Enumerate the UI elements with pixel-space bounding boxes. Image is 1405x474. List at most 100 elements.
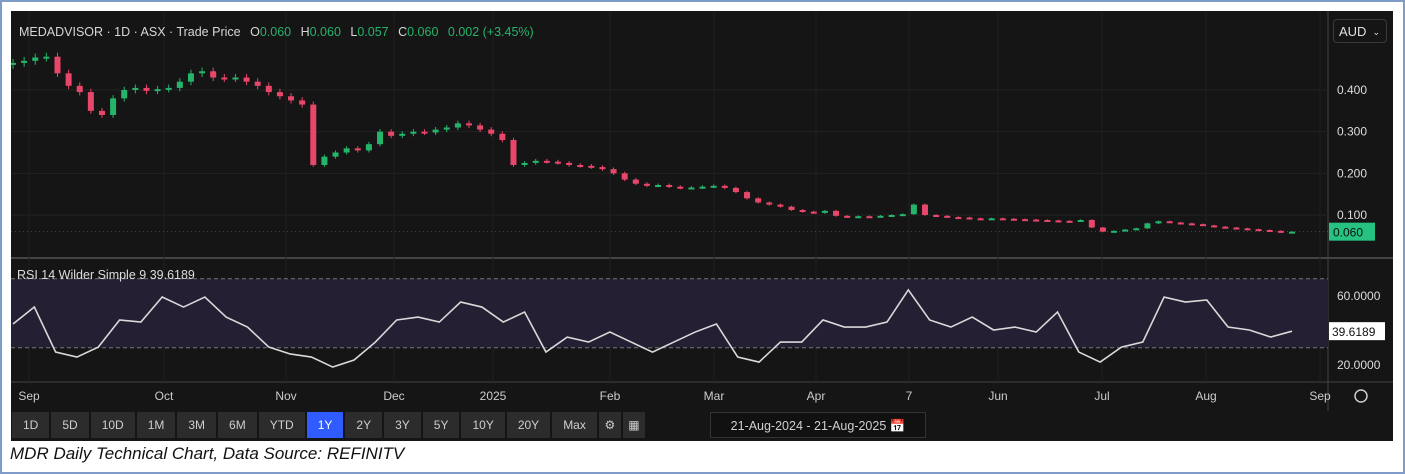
- candle-body: [1088, 220, 1095, 228]
- candle-body: [710, 185, 717, 188]
- candle-body: [788, 206, 795, 210]
- candle-body: [643, 183, 650, 186]
- candle-body: [721, 185, 728, 188]
- candle-body: [1111, 230, 1118, 233]
- candle-body: [465, 123, 472, 126]
- candle-body: [187, 73, 194, 82]
- range-button-10y[interactable]: 10Y: [461, 412, 505, 438]
- price-tick-label: 0.200: [1337, 166, 1367, 180]
- change-value: 0.002 (+3.45%): [447, 25, 534, 39]
- candle-body: [777, 204, 784, 207]
- candle-body: [388, 131, 395, 136]
- candle-body: [1177, 222, 1184, 225]
- range-button-ytd[interactable]: YTD: [258, 412, 305, 438]
- candle-body: [499, 133, 506, 140]
- time-tick-label: Sep: [18, 389, 40, 403]
- rsi-band: [11, 278, 1328, 348]
- time-tick-label: 2025: [480, 389, 507, 403]
- candle-body: [1122, 229, 1129, 232]
- range-button-6m[interactable]: 6M: [218, 412, 257, 438]
- close-label: C: [398, 25, 408, 39]
- candle-body: [744, 192, 751, 199]
- candle-body: [977, 218, 984, 221]
- candle-body: [221, 77, 228, 80]
- candle-body: [699, 186, 706, 189]
- currency-dropdown[interactable]: AUD ⌄: [1333, 19, 1387, 43]
- time-tick-label: Nov: [275, 389, 296, 403]
- close-value: 0.060: [407, 25, 439, 39]
- candle-body: [899, 214, 906, 217]
- settings-gear-icon[interactable]: ⚙: [598, 412, 621, 438]
- candle-body: [432, 129, 439, 133]
- low-label: L: [350, 25, 358, 39]
- candle-body: [410, 131, 417, 134]
- chevron-down-icon: ⌄: [1372, 27, 1380, 37]
- time-tick-label: Jul: [1094, 389, 1109, 403]
- candle-body: [121, 90, 128, 99]
- candle-body: [232, 77, 239, 80]
- candle-body: [599, 167, 606, 170]
- range-button-5y[interactable]: 5Y: [422, 412, 460, 438]
- high-label: H: [300, 25, 310, 39]
- range-button-3m[interactable]: 3M: [177, 412, 217, 438]
- candle-body: [1244, 228, 1251, 231]
- candle-body: [1133, 228, 1140, 231]
- range-button-1y[interactable]: 1Y: [306, 412, 344, 438]
- candle-body: [1266, 230, 1273, 232]
- candle-body: [110, 98, 117, 115]
- candle-body: [933, 215, 940, 217]
- calendar-icon: 📅: [889, 419, 906, 433]
- time-tick-label: Jun: [988, 389, 1007, 403]
- range-button-1d[interactable]: 1D: [12, 412, 50, 438]
- candle-body: [543, 160, 550, 163]
- candle-body: [165, 87, 172, 90]
- candle-body: [21, 60, 28, 63]
- candle-body: [655, 185, 662, 187]
- candle-body: [1289, 231, 1295, 234]
- range-button-1m[interactable]: 1M: [136, 412, 176, 438]
- candle-body: [1055, 220, 1062, 223]
- range-button-max[interactable]: Max: [552, 412, 597, 438]
- time-tick-label: Oct: [155, 389, 174, 403]
- candle-body: [921, 204, 928, 215]
- candle-body: [566, 162, 573, 165]
- candle-body: [666, 185, 673, 187]
- candle-body: [888, 215, 895, 217]
- candle-body: [354, 148, 361, 151]
- candle-body: [1155, 221, 1162, 224]
- candle-body: [833, 210, 840, 216]
- candle-body: [332, 152, 339, 157]
- table-view-icon[interactable]: ▦: [622, 412, 645, 438]
- range-button-3y[interactable]: 3Y: [384, 412, 421, 438]
- candle-body: [966, 217, 973, 220]
- symbol-title: MEDADVISOR · 1D · ASX · Trade Price: [19, 25, 241, 39]
- date-range-picker[interactable]: 21-Aug-2024 - 21-Aug-2025 📅: [710, 412, 926, 438]
- candle-body: [276, 92, 283, 97]
- candle-body: [577, 165, 584, 167]
- range-button-20y[interactable]: 20Y: [506, 412, 551, 438]
- candle-body: [98, 110, 105, 115]
- candle-body: [11, 62, 16, 65]
- chart-canvas[interactable]: 0.400 0.300 0.200 0.100 Sep Oct Nov Dec 2025 Feb M…: [11, 11, 1393, 411]
- candle-body: [377, 131, 384, 145]
- candle-body: [621, 173, 628, 180]
- high-value: 0.060: [309, 25, 341, 39]
- candle-body: [632, 179, 639, 184]
- range-button-2y[interactable]: 2Y: [345, 412, 383, 438]
- candle-body: [1211, 225, 1218, 228]
- candle-body: [1166, 221, 1173, 224]
- rsi-value-tag-label: 39.6189: [1332, 325, 1376, 339]
- candle-body: [588, 165, 595, 168]
- time-tick-label: Feb: [600, 389, 621, 403]
- time-tick-label: 7: [906, 389, 913, 403]
- currency-value: AUD: [1339, 24, 1367, 39]
- candle-body: [288, 96, 295, 101]
- date-range-text: 21-Aug-2024 - 21-Aug-2025: [730, 419, 887, 433]
- candle-body: [910, 204, 917, 215]
- range-button-5d[interactable]: 5D: [51, 412, 89, 438]
- candle-body: [421, 131, 428, 134]
- candle-body: [454, 123, 461, 128]
- range-button-10d[interactable]: 10D: [90, 412, 135, 438]
- candle-body: [844, 215, 851, 218]
